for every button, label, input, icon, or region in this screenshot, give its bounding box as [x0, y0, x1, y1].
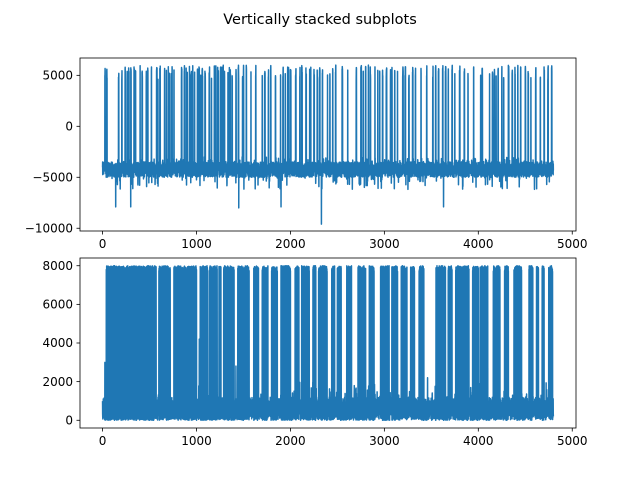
y-tick-label: 2000 — [42, 375, 73, 389]
x-tick-label: 0 — [99, 237, 107, 251]
y-tick-label: 5000 — [42, 69, 73, 83]
y-tick-label: −5000 — [32, 170, 73, 184]
top-axes-frame — [79, 57, 577, 232]
signal-2-line — [101, 264, 555, 422]
bottom-axes-frame — [79, 257, 577, 429]
suptitle: Vertically stacked subplots — [223, 12, 417, 28]
signal-1-line — [101, 64, 555, 225]
y-tick-label: 4000 — [42, 336, 73, 350]
x-tick-label: 0 — [99, 434, 107, 448]
x-tick-label: 4000 — [463, 237, 494, 251]
x-tick-label: 1000 — [181, 434, 212, 448]
bottom-subplot: 0 1000 2000 3000 4000 5000 0 2000 4000 6000 8000 — [42, 257, 588, 448]
top-plot-area — [101, 64, 555, 225]
bottom-y-axis: 0 2000 4000 6000 8000 — [42, 259, 80, 427]
x-tick-label: 5000 — [557, 434, 588, 448]
top-y-axis: −10000 −5000 0 5000 — [25, 69, 80, 235]
x-tick-label: 2000 — [275, 434, 306, 448]
x-tick-label: 3000 — [369, 237, 400, 251]
x-tick-label: 5000 — [557, 237, 588, 251]
x-tick-label: 3000 — [369, 434, 400, 448]
y-tick-label: 0 — [65, 413, 73, 427]
y-tick-label: 6000 — [42, 298, 73, 312]
bottom-x-axis: 0 1000 2000 3000 4000 5000 — [99, 428, 588, 448]
y-tick-label: 8000 — [42, 259, 73, 273]
x-tick-label: 4000 — [463, 434, 494, 448]
bottom-plot-area — [101, 264, 555, 422]
y-tick-label: −10000 — [25, 221, 73, 235]
top-x-axis: 0 1000 2000 3000 4000 5000 — [99, 231, 588, 251]
y-tick-label: 0 — [65, 120, 73, 134]
x-tick-label: 1000 — [181, 237, 212, 251]
x-tick-label: 2000 — [275, 237, 306, 251]
top-subplot: 0 1000 2000 3000 4000 5000 −10000 −5000 0 5000 — [25, 57, 588, 251]
